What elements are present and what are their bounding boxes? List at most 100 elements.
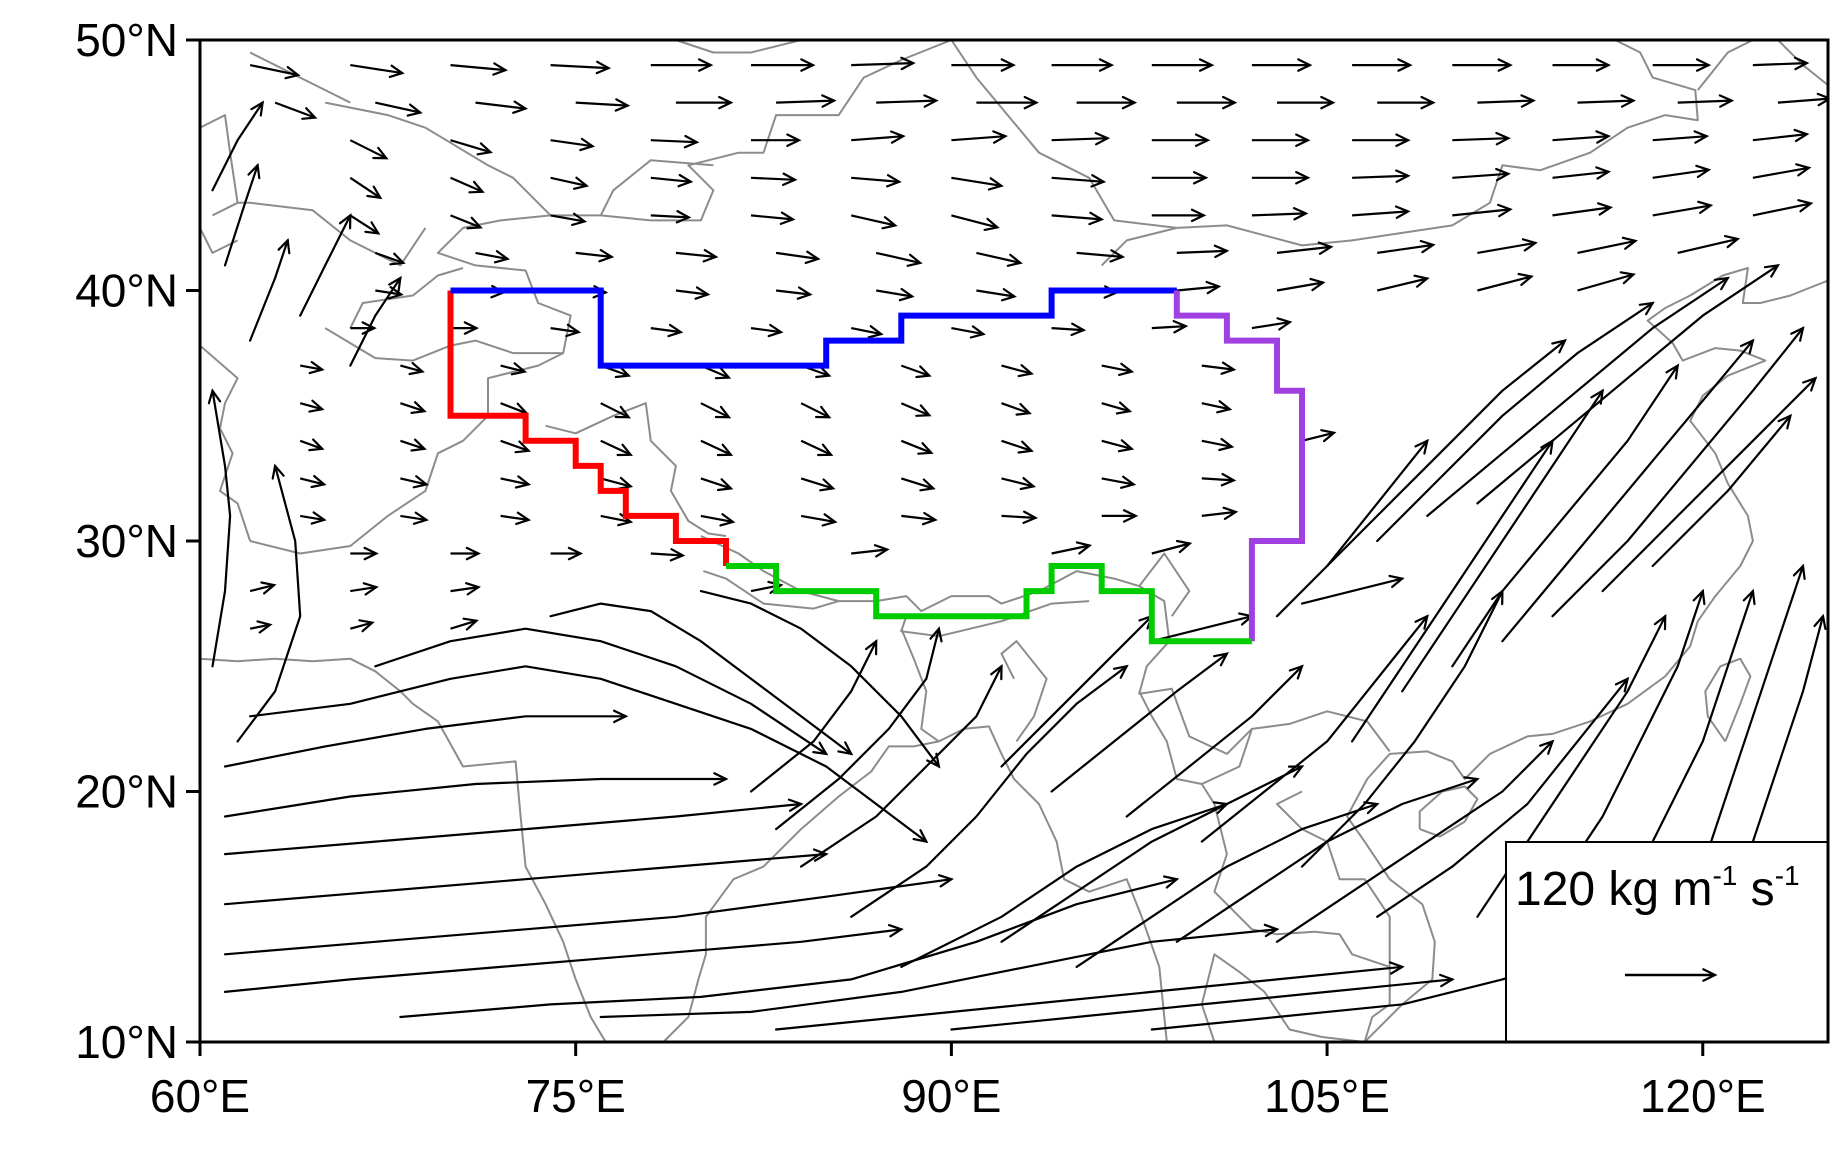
wind-streamline-head [929,626,943,643]
wind-vector [374,251,406,266]
wind-streamline-head [812,741,829,756]
wind-vector-head [782,172,798,186]
wind-vector-shaft [700,477,732,490]
wind-vector [1552,202,1613,217]
wind-vector-head [898,287,915,302]
wind-streamline-head [864,638,878,656]
wind-vector-head [1395,169,1411,183]
coastline [249,40,952,555]
wind-vector [650,58,714,72]
wind-streamline-path [749,640,878,793]
wind-vector-shaft [475,251,508,260]
wind-vector-shaft [976,251,1021,264]
wind-vector [1201,400,1233,414]
wind-vector-shaft [400,364,423,373]
wind-vector [1151,320,1189,334]
wind-vector-shaft [375,101,421,114]
wind-vector [951,58,1016,72]
wind-vector [1001,439,1034,454]
wind-streamline-path [374,627,828,756]
wind-streamline-head [1802,376,1818,392]
wind-vector-shaft [876,289,913,298]
wind-streamline-head [1713,276,1730,291]
wind-vector-head [614,365,632,379]
wind-streamline [1451,363,1680,668]
wind-vector [976,95,1039,110]
wind-vector-shaft [550,176,587,187]
wind-vector [1377,95,1436,110]
coastline [200,344,252,542]
wind-vector-head [796,286,813,300]
wind-vector [800,402,832,419]
wind-vector [751,133,802,147]
wind-vector [675,286,711,300]
wind-vector [299,475,327,489]
wind-vector-shaft [600,439,632,456]
wind-streamline-path [1476,264,1780,505]
wind-streamline-path [549,602,853,756]
wind-vector-head [1295,133,1311,147]
wind-streamline-path [699,589,941,768]
wind-vector-head [1094,131,1111,146]
x-tick-label: 120°E [1640,1070,1766,1122]
wind-vector-shaft [350,621,373,630]
wind-vector-head [1276,317,1293,331]
coastline [237,201,427,267]
x-tick-label: 90°E [901,1070,1001,1122]
wind-vector-head [1075,541,1093,555]
wind-vector [1552,166,1612,180]
wind-streamline [223,162,261,267]
wind-vector [750,211,796,225]
wind-vector [1001,364,1034,378]
x-tick-label: 105°E [1264,1070,1390,1122]
wind-vector-shaft [274,101,316,119]
wind-vector-head [1621,236,1638,250]
wind-streamline-path [1300,589,1504,868]
wind-streamline-head [1614,676,1630,693]
wind-vector-shaft [650,176,691,183]
wind-vector [300,360,325,375]
wind-vector [1677,94,1735,108]
wind-streamline-path [1426,276,1729,518]
wind-streamline-head [990,664,1003,681]
wind-streamline-head [1463,776,1480,790]
wind-vector-shaft [1201,510,1236,517]
wind-streamline-head [1813,613,1827,630]
wind-vector-shaft [976,289,1015,298]
wind-vector-shaft [450,176,483,193]
wind-vector [500,362,528,376]
wind-streamline-head [1388,574,1405,588]
wind-vector [976,288,1017,302]
wind-vector [1277,95,1336,110]
wind-vector [400,511,429,525]
wind-vector [1752,163,1812,179]
wind-vector-head [463,321,480,335]
wind-vector [450,546,482,561]
wind-streamline-head [1287,765,1305,778]
wind-streamline-head [1551,339,1567,354]
wind-vector [675,95,734,110]
wind-vector-shaft [1051,544,1090,555]
wind-vector [600,439,633,457]
wind-streamline-head [1163,875,1180,889]
wind-vector-head [1088,211,1105,226]
wind-vector [1752,199,1814,217]
wind-vector-head [1597,202,1613,216]
wind-vector [900,477,936,492]
region-boundary-layer [447,287,1305,645]
reference-arrow-head [1702,968,1718,982]
wind-vector-head [372,146,389,160]
wind-vector [350,619,375,633]
wind-vector [1051,58,1115,72]
wind-vector [600,402,631,419]
wind-vector-shaft [851,176,900,183]
wind-vector-shaft [1577,99,1634,104]
wind-vector-shaft [1477,275,1532,292]
wind-vector [1076,95,1138,110]
wind-vector-shaft [1201,439,1233,448]
wind-vector-shaft [775,251,819,260]
wind-streamline-head [912,829,929,844]
wind-vector-shaft [1652,135,1707,142]
y-tick-label: 50°N [75,14,178,66]
wind-vector [1352,133,1411,147]
